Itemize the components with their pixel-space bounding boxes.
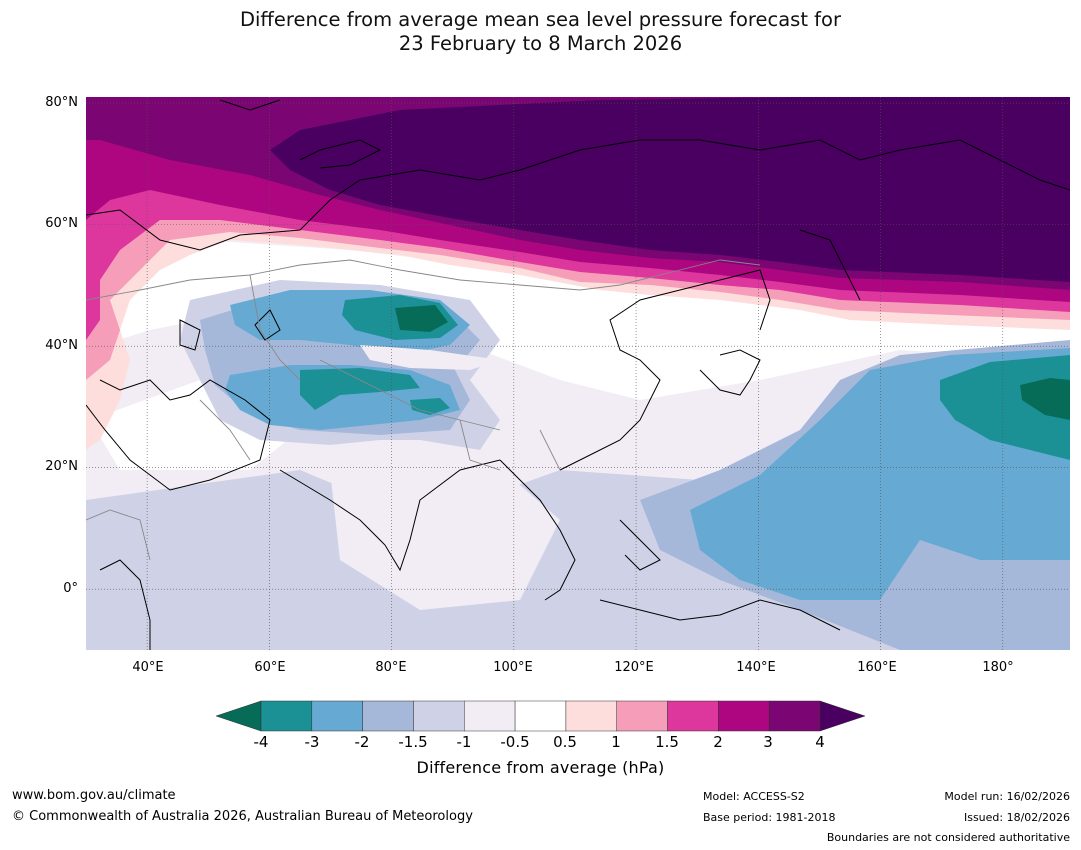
- lat-label-40n: 40°N: [45, 338, 78, 353]
- model-run-text: Model run: 16/02/2026: [944, 790, 1070, 803]
- colorbar-tick: -4: [253, 733, 269, 751]
- colorbar-tick: -2: [354, 733, 370, 751]
- copyright-text: © Commonwealth of Australia 2026, Austra…: [12, 809, 473, 824]
- colorbar-tick: 2: [713, 733, 723, 751]
- colorbar-cell: [768, 700, 821, 732]
- lon-label-40e: 40°E: [132, 660, 164, 675]
- lat-label-60n: 60°N: [45, 216, 78, 231]
- anomaly-band-minus-4: [1020, 378, 1070, 420]
- country-boundaries: [86, 259, 761, 561]
- boundary-disclaimer: Boundaries are not considered authoritat…: [826, 831, 1070, 844]
- issued-text: Issued: 18/02/2026: [963, 811, 1070, 824]
- colorbar-tick: 1: [611, 733, 621, 751]
- lon-label-180: 180°: [982, 660, 1014, 675]
- colorbar-cell: [311, 700, 363, 732]
- colorbar-tick: -3: [304, 733, 320, 751]
- colorbar-min-arrow: [215, 700, 262, 732]
- lon-label-100e: 100°E: [493, 660, 533, 675]
- colorbar-cell: [514, 700, 567, 732]
- colorbar-title: Difference from average (hPa): [416, 758, 665, 777]
- anomaly-band-minus-05: [360, 345, 500, 370]
- colorbar-tick: 4: [815, 733, 825, 751]
- colorbar-tick: 0.5: [553, 733, 577, 751]
- lon-label-60e: 60°E: [254, 660, 286, 675]
- anomaly-band-minus-4: [395, 305, 448, 332]
- website-link[interactable]: www.bom.gov.au/climate: [12, 788, 176, 803]
- colorbar-cell: [565, 700, 617, 732]
- anomaly-band-minus-3: [300, 368, 420, 410]
- colorbar-max-arrow: [819, 700, 866, 732]
- map-field: [86, 97, 1070, 650]
- lon-label-120e: 120°E: [614, 660, 654, 675]
- lat-label-20n: 20°N: [45, 459, 78, 474]
- base-period-text: Base period: 1981-2018: [703, 811, 836, 824]
- colorbar-tick: 1.5: [655, 733, 679, 751]
- anomaly-band-plus-4: [270, 97, 1070, 282]
- colorbar-cell: [413, 700, 465, 732]
- lat-label-80n: 80°N: [45, 95, 78, 110]
- colorbar-cell: [616, 700, 668, 732]
- anomaly-band-neutral: [90, 380, 300, 470]
- lon-label-80e: 80°E: [375, 660, 407, 675]
- colorbar-cell: [667, 700, 719, 732]
- model-text: Model: ACCESS-S2: [703, 790, 805, 803]
- colorbar-cell: [362, 700, 414, 732]
- lon-label-160e: 160°E: [857, 660, 897, 675]
- colorbar-cells: [260, 700, 821, 732]
- colorbar-tick: -1.5: [398, 733, 428, 751]
- anomaly-band-neutral: [86, 240, 1070, 400]
- anomaly-band-minus-05: [330, 450, 560, 610]
- graticule: [86, 97, 1070, 650]
- title-line-2: 23 February to 8 March 2026: [398, 32, 683, 55]
- lat-label-equator: 0°: [63, 581, 78, 596]
- colorbar-tick: -0.5: [500, 733, 530, 751]
- chart-title: Difference from average mean sea level p…: [0, 8, 1081, 56]
- colorbar-cell: [718, 700, 770, 732]
- colorbar-tick: -1: [456, 733, 472, 751]
- colorbar-cell: [260, 700, 313, 732]
- colorbar-cell: [464, 700, 516, 732]
- title-line-1: Difference from average mean sea level p…: [240, 8, 841, 31]
- coastlines: [86, 99, 1070, 650]
- colorbar-tick: 3: [763, 733, 773, 751]
- anomaly-band-minus-3: [410, 398, 450, 415]
- lon-label-140e: 140°E: [736, 660, 776, 675]
